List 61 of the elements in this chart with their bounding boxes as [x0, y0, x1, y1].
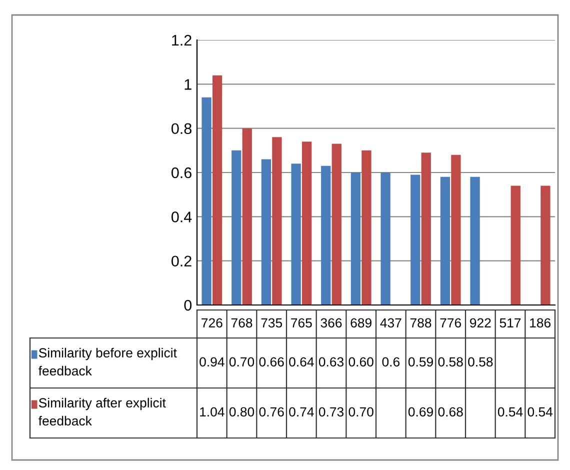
- y-tick-label: 1.2: [172, 34, 192, 46]
- bar: [410, 174, 420, 305]
- legend-label: Similarity before explicit feedback: [38, 348, 177, 376]
- data-label: 0.59: [408, 357, 433, 367]
- data-label: 0.60: [348, 357, 374, 367]
- x-tick-label: 517: [500, 318, 521, 328]
- x-tick-label: 788: [410, 318, 432, 328]
- x-tick-label: 765: [291, 318, 312, 328]
- bar: [380, 172, 390, 305]
- data-label: 0.69: [408, 407, 433, 417]
- bar: [272, 137, 282, 305]
- data-label: 0.70: [229, 357, 254, 367]
- y-tick-label: 0.4: [172, 212, 192, 222]
- y-tick-label: 0.6: [172, 167, 192, 178]
- x-tick-label: 437: [380, 318, 402, 328]
- bar: [321, 166, 331, 305]
- x-tick-label: 768: [231, 318, 252, 328]
- bar: [232, 150, 242, 305]
- y-tick-label: 0.2: [172, 256, 192, 267]
- y-tick-label: 0.8: [172, 123, 192, 134]
- x-tick-label: 735: [261, 318, 282, 328]
- x-tick-label: 922: [470, 318, 491, 328]
- bar: [302, 142, 312, 305]
- bar: [421, 152, 431, 305]
- bar: [451, 154, 461, 305]
- y-tick-label: 0: [184, 300, 192, 311]
- data-label: 0.54: [528, 407, 553, 417]
- x-tick-label: 689: [350, 318, 372, 328]
- data-label: 0.54: [498, 407, 523, 417]
- data-label: 0.64: [289, 357, 314, 367]
- data-label: 0.66: [259, 357, 284, 367]
- data-label: 0.94: [200, 357, 224, 367]
- data-label: 0.73: [318, 407, 344, 417]
- bar: [212, 75, 222, 305]
- bar: [202, 97, 212, 305]
- data-label: 0.58: [438, 357, 463, 367]
- data-label: 1.04: [200, 407, 224, 417]
- x-tick-label: 366: [320, 318, 342, 328]
- bar: [510, 186, 520, 305]
- data-label: 0.80: [229, 407, 254, 417]
- bar: [540, 186, 550, 305]
- data-label: 0.6: [382, 357, 400, 367]
- data-label: 0.63: [318, 357, 344, 367]
- bar: [291, 164, 301, 305]
- bar: [362, 150, 372, 305]
- bar: [242, 128, 252, 305]
- bar: [350, 172, 361, 305]
- data-label: 0.74: [289, 407, 314, 417]
- legend-label: Similarity after explicit feedback: [38, 398, 166, 426]
- bar: [261, 159, 272, 305]
- x-tick-label: 776: [440, 318, 462, 328]
- data-label: 0.68: [438, 407, 463, 417]
- y-tick-label: 1: [184, 79, 192, 90]
- data-label: 0.58: [468, 357, 493, 367]
- bar: [470, 176, 480, 305]
- x-tick-label: 186: [530, 318, 551, 328]
- data-label: 0.76: [259, 407, 284, 417]
- x-tick-label: 726: [202, 318, 222, 328]
- bar: [332, 144, 342, 305]
- bar: [440, 176, 450, 305]
- data-label: 0.70: [348, 407, 374, 417]
